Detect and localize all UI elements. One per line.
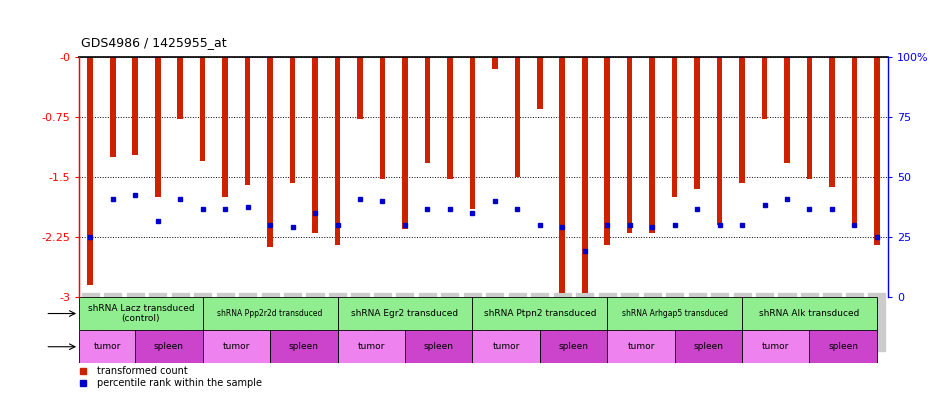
Text: spleen: spleen: [424, 342, 454, 351]
Bar: [338, 297, 472, 330]
Bar: [110, 57, 115, 157]
Text: spleen: spleen: [289, 342, 319, 351]
Bar: [290, 57, 296, 184]
Bar: [245, 57, 250, 185]
Bar: [132, 57, 138, 154]
Bar: [357, 57, 363, 119]
Bar: [338, 330, 405, 364]
Bar: [537, 57, 542, 109]
Bar: [739, 57, 745, 184]
Bar: [671, 57, 677, 197]
Text: transformed count: transformed count: [97, 366, 188, 376]
Bar: [178, 57, 183, 119]
Bar: [402, 57, 407, 229]
Bar: [607, 330, 674, 364]
Bar: [79, 330, 135, 364]
Text: percentile rank within the sample: percentile rank within the sample: [97, 378, 262, 388]
Bar: [425, 57, 431, 163]
Bar: [222, 57, 228, 197]
Text: tumor: tumor: [222, 342, 250, 351]
Bar: [852, 57, 857, 225]
Bar: [87, 57, 93, 285]
Bar: [267, 57, 272, 247]
Bar: [560, 57, 565, 293]
Bar: [270, 330, 338, 364]
Text: shRNA Egr2 transduced: shRNA Egr2 transduced: [352, 309, 458, 318]
Text: spleen: spleen: [559, 342, 589, 351]
Bar: [203, 330, 270, 364]
Text: tumor: tumor: [492, 342, 520, 351]
Bar: [155, 57, 161, 197]
Bar: [627, 57, 632, 233]
Bar: [649, 57, 655, 233]
Bar: [742, 330, 809, 364]
Bar: [472, 330, 539, 364]
Text: shRNA Arhgap5 transduced: shRNA Arhgap5 transduced: [621, 309, 727, 318]
Bar: [874, 57, 880, 245]
Text: tumor: tumor: [357, 342, 385, 351]
Bar: [379, 57, 385, 179]
Text: shRNA Alk transduced: shRNA Alk transduced: [759, 309, 859, 318]
Bar: [762, 57, 767, 119]
Text: spleen: spleen: [829, 342, 858, 351]
Bar: [79, 297, 203, 330]
Bar: [695, 57, 700, 189]
Text: shRNA Lacz transduced
(control): shRNA Lacz transduced (control): [87, 304, 194, 323]
Bar: [405, 330, 472, 364]
Bar: [582, 57, 588, 293]
Bar: [742, 297, 877, 330]
Text: GDS4986 / 1425955_at: GDS4986 / 1425955_at: [81, 36, 227, 49]
Bar: [472, 297, 607, 330]
Bar: [200, 57, 206, 161]
Text: spleen: spleen: [694, 342, 724, 351]
Bar: [514, 57, 520, 177]
Bar: [135, 330, 203, 364]
Text: tumor: tumor: [627, 342, 655, 351]
Bar: [674, 330, 742, 364]
Text: tumor: tumor: [762, 342, 790, 351]
Bar: [830, 57, 835, 187]
Bar: [784, 57, 790, 163]
Bar: [470, 57, 475, 209]
Bar: [447, 57, 453, 178]
Bar: [809, 330, 877, 364]
Text: shRNA Ppp2r2d transduced: shRNA Ppp2r2d transduced: [218, 309, 323, 318]
Bar: [312, 57, 318, 233]
Bar: [806, 57, 812, 178]
Text: spleen: spleen: [154, 342, 184, 351]
Bar: [539, 330, 607, 364]
Bar: [717, 57, 723, 225]
Text: shRNA Ptpn2 transduced: shRNA Ptpn2 transduced: [484, 309, 596, 318]
Bar: [203, 297, 338, 330]
Bar: [335, 57, 340, 245]
Bar: [492, 57, 498, 69]
Text: tumor: tumor: [93, 342, 121, 351]
Bar: [604, 57, 610, 245]
Bar: [607, 297, 742, 330]
